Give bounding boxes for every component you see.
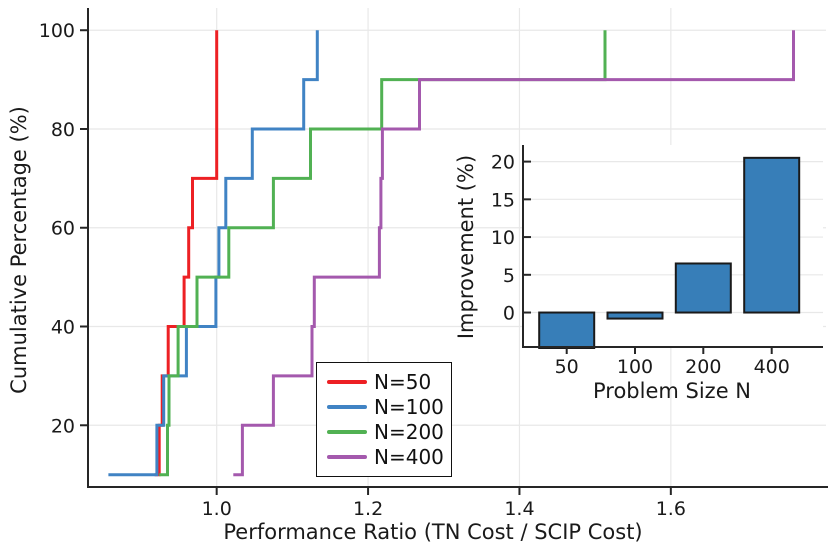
inset-x-tick-label: 50 — [555, 356, 579, 378]
inset-x-tick-label: 400 — [754, 356, 790, 378]
step-line-n100 — [108, 30, 319, 477]
legend-label-n400: N=400 — [374, 445, 444, 469]
legend-entry-n200: N=200 — [327, 420, 444, 444]
y-tick-label: 20 — [51, 415, 75, 437]
legend-entry-n400: N=400 — [327, 445, 444, 469]
legend-label-n200: N=200 — [374, 420, 444, 444]
legend-entry-n50: N=50 — [327, 370, 443, 394]
bar-n400 — [743, 156, 801, 314]
bar-n100 — [606, 311, 664, 320]
inset-y-tick-label: 0 — [503, 303, 515, 325]
y-axis-label: Cumulative Percentage (%) — [7, 106, 31, 394]
inset-y-tick-label: 15 — [491, 189, 515, 211]
inset-x-axis-label: Problem Size N — [592, 379, 752, 403]
bar-n50 — [538, 311, 596, 349]
inset-y-tick-label: 5 — [503, 265, 515, 287]
legend-line-n100 — [327, 405, 367, 409]
inset-x-tick-label: 200 — [685, 356, 721, 378]
inset-y-tick-label: 10 — [491, 227, 515, 249]
bar-n200 — [674, 262, 732, 314]
legend-line-n50 — [327, 380, 367, 384]
y-tick-label: 60 — [51, 218, 75, 240]
x-tick-label: 1.6 — [656, 498, 686, 520]
legend-label-n50: N=50 — [374, 370, 432, 394]
y-tick-label: 40 — [51, 317, 75, 339]
inset-y-axis-label: Improvement (%) — [454, 154, 478, 340]
y-tick-label: 100 — [39, 20, 75, 42]
y-tick-label: 80 — [51, 119, 75, 141]
legend-entry-n100: N=100 — [327, 395, 444, 419]
legend-line-n400 — [327, 455, 367, 459]
inset-y-tick-label: 20 — [491, 152, 515, 174]
step-line-n400 — [233, 30, 795, 477]
inset-x-tick-label: 100 — [617, 356, 653, 378]
x-tick-label: 1.0 — [202, 498, 232, 520]
x-axis-label: Performance Ratio (TN Cost / SCIP Cost) — [223, 520, 643, 544]
legend-label-n100: N=100 — [374, 395, 444, 419]
legend-line-n200 — [327, 430, 367, 434]
x-tick-label: 1.4 — [504, 498, 534, 520]
legend: N=50 N=100 N=200 N=400 — [316, 362, 452, 477]
x-tick-label: 1.2 — [353, 498, 383, 520]
